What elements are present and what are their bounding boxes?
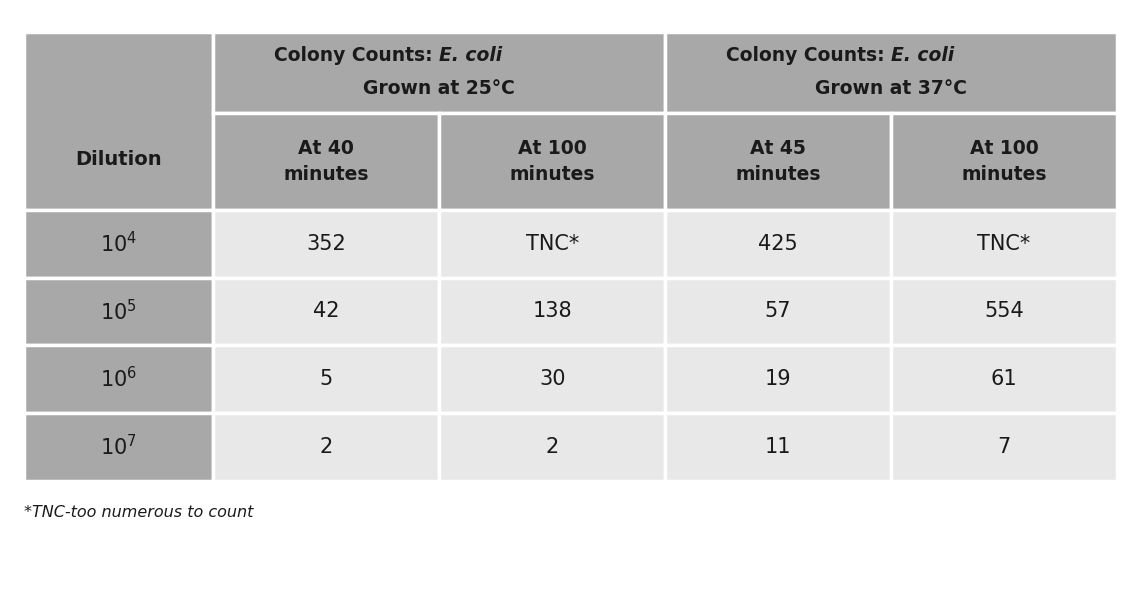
Bar (213, 277, 439, 345)
Bar (439, 210, 665, 277)
Bar (24, 210, 213, 277)
Text: E. coli: E. coli (891, 46, 954, 65)
Text: $10^5$: $10^5$ (100, 299, 137, 324)
Text: Grown at 25°C: Grown at 25°C (363, 78, 516, 98)
Bar (665, 413, 891, 481)
Text: 57: 57 (764, 301, 792, 321)
Text: $10^7$: $10^7$ (100, 434, 137, 459)
Bar (213, 210, 439, 277)
Bar (891, 210, 1117, 277)
Text: 42: 42 (313, 301, 340, 321)
Bar (665, 277, 891, 345)
Bar (24, 32, 213, 210)
Text: 30: 30 (539, 369, 566, 389)
Text: 11: 11 (764, 436, 792, 456)
Bar (665, 32, 1117, 113)
Bar (24, 413, 213, 481)
Bar (439, 113, 665, 210)
Text: 425: 425 (758, 234, 798, 254)
Text: Colony Counts:: Colony Counts: (726, 46, 891, 65)
Text: $10^6$: $10^6$ (100, 367, 137, 392)
Bar (439, 345, 665, 413)
Text: At 40
minutes: At 40 minutes (284, 139, 369, 185)
Bar (891, 345, 1117, 413)
Bar (213, 113, 439, 210)
Bar (439, 413, 665, 481)
Text: Colony Counts:: Colony Counts: (274, 46, 439, 65)
Text: Dilution: Dilution (75, 151, 162, 169)
Text: TNC*: TNC* (978, 234, 1030, 254)
Text: 19: 19 (764, 369, 792, 389)
Text: 7: 7 (997, 436, 1011, 456)
Text: E. coli: E. coli (439, 46, 502, 65)
Text: TNC*: TNC* (526, 234, 578, 254)
Bar (891, 113, 1117, 210)
Bar (891, 277, 1117, 345)
Bar (24, 277, 213, 345)
Text: 352: 352 (307, 234, 346, 254)
Text: 2: 2 (319, 436, 333, 456)
Text: 61: 61 (990, 369, 1018, 389)
Text: 5: 5 (319, 369, 333, 389)
Text: 138: 138 (533, 301, 572, 321)
Text: 554: 554 (984, 301, 1023, 321)
Bar (665, 210, 891, 277)
Text: 2: 2 (545, 436, 559, 456)
Bar (24, 345, 213, 413)
Bar (891, 413, 1117, 481)
Text: At 45
minutes: At 45 minutes (735, 139, 820, 185)
Bar (213, 32, 665, 113)
Bar (213, 345, 439, 413)
Bar (213, 413, 439, 481)
Bar (665, 345, 891, 413)
Bar (665, 113, 891, 210)
Text: At 100
minutes: At 100 minutes (961, 139, 1046, 185)
Text: *TNC-too numerous to count: *TNC-too numerous to count (24, 504, 253, 520)
Text: Grown at 37°C: Grown at 37°C (815, 78, 966, 98)
Bar (439, 277, 665, 345)
Text: At 100
minutes: At 100 minutes (509, 139, 594, 185)
Text: $10^4$: $10^4$ (100, 231, 137, 256)
